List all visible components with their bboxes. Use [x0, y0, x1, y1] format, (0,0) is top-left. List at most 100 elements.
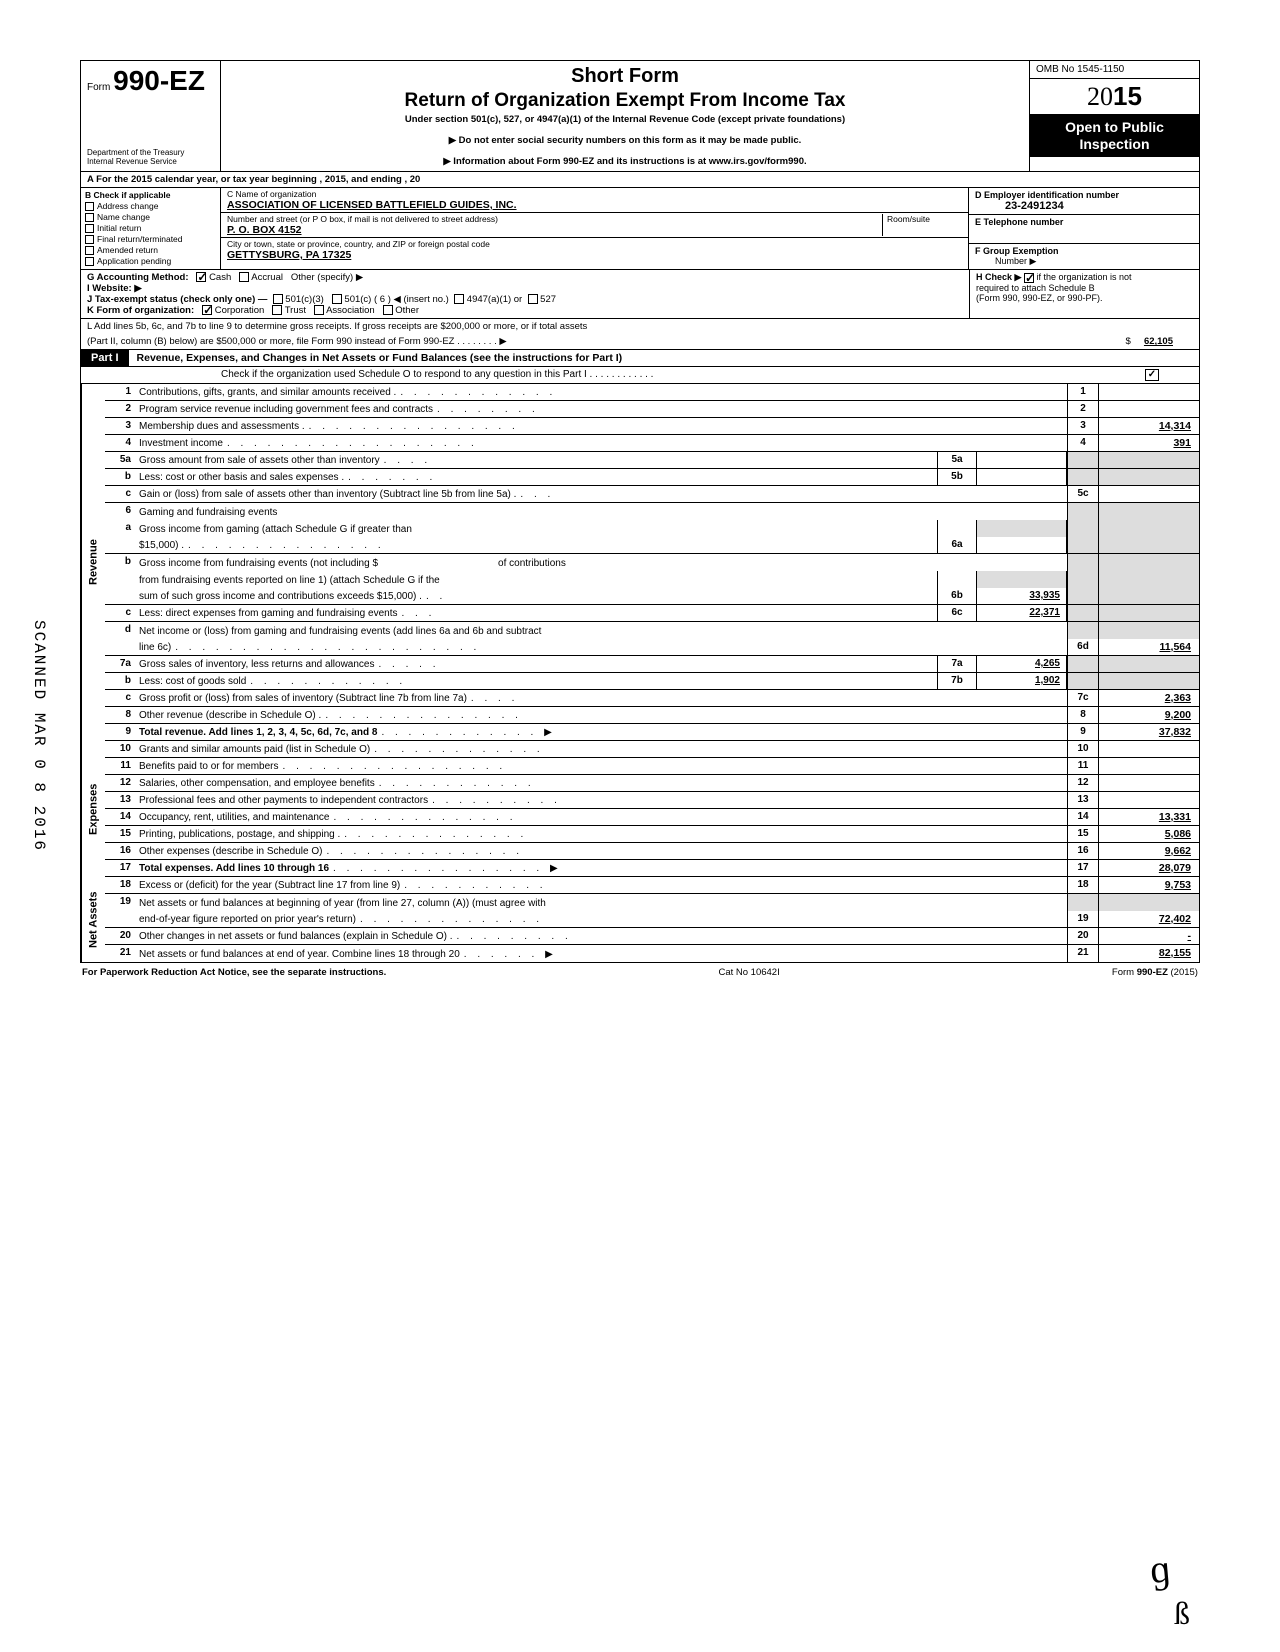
- chk-cash[interactable]: [196, 272, 206, 282]
- row-l-text2: (Part II, column (B) below) are $500,000…: [87, 336, 507, 347]
- net-assets-section: Net Assets 18Excess or (deficit) for the…: [81, 877, 1199, 962]
- h-text2: required to attach Schedule B: [976, 283, 1095, 293]
- lbl-corp: Corporation: [215, 305, 265, 316]
- f-number: Number ▶: [975, 256, 1036, 266]
- line6c-text: Less: direct expenses from gaming and fu…: [139, 608, 397, 619]
- line15-value: 5,086: [1099, 826, 1199, 842]
- h-text1: if the organization is not: [1036, 272, 1131, 282]
- line6b-text2: from fundraising events reported on line…: [139, 575, 440, 586]
- line18-value: 9,753: [1099, 877, 1199, 893]
- chk-4947[interactable]: [454, 294, 464, 304]
- lbl-final-return: Final return/terminated: [97, 234, 183, 244]
- lbl-assoc: Association: [326, 305, 375, 316]
- part1-header: Part I Revenue, Expenses, and Changes in…: [81, 350, 1199, 367]
- line12-text: Salaries, other compensation, and employ…: [139, 778, 375, 789]
- chk-final-return[interactable]: [85, 235, 94, 244]
- footer-paperwork: For Paperwork Reduction Act Notice, see …: [82, 967, 386, 978]
- lbl-cash: Cash: [209, 272, 231, 283]
- chk-other-org[interactable]: [383, 305, 393, 315]
- k-label: K Form of organization:: [87, 305, 194, 316]
- i-website: I Website: ▶: [87, 283, 142, 294]
- chk-assoc[interactable]: [314, 305, 324, 315]
- line20-value: -: [1099, 928, 1199, 944]
- line7a-text: Gross sales of inventory, less returns a…: [139, 659, 374, 670]
- chk-amended-return[interactable]: [85, 246, 94, 255]
- line6a-text2: $15,000) .: [139, 540, 184, 551]
- line7c-text: Gross profit or (loss) from sales of inv…: [139, 693, 467, 704]
- line6d-value: 11,564: [1099, 639, 1199, 655]
- line16-value: 9,662: [1099, 843, 1199, 859]
- lbl-initial-return: Initial return: [97, 223, 141, 233]
- c-city-label: City or town, state or province, country…: [227, 239, 962, 249]
- f-label: F Group Exemption: [975, 246, 1059, 256]
- b-title: B Check if applicable: [85, 190, 216, 200]
- line5b-text: Less: cost or other basis and sales expe…: [139, 472, 344, 483]
- form-prefix: Form: [87, 82, 110, 93]
- chk-application-pending[interactable]: [85, 257, 94, 266]
- line20-text: Other changes in net assets or fund bala…: [139, 931, 453, 942]
- line3-text: Membership dues and assessments .: [139, 421, 305, 432]
- chk-corp[interactable]: [202, 305, 212, 315]
- lbl-527: 527: [540, 294, 556, 305]
- row-l-text1: L Add lines 5b, 6c, and 7b to line 9 to …: [81, 319, 1199, 334]
- handwritten-mark: ɡ: [1148, 1544, 1172, 1593]
- part1-title: Revenue, Expenses, and Changes in Net As…: [129, 350, 1199, 366]
- line21-text: Net assets or fund balances at end of ye…: [139, 949, 460, 960]
- line6d-text1: Net income or (loss) from gaming and fun…: [139, 626, 541, 637]
- line6a-text1: Gross income from gaming (attach Schedul…: [139, 524, 412, 535]
- year-bold: 15: [1113, 81, 1142, 111]
- line6b-text3: sum of such gross income and contributio…: [139, 591, 422, 602]
- chk-trust[interactable]: [272, 305, 282, 315]
- d-label: D Employer identification number: [975, 190, 1193, 200]
- line19-text2: end-of-year figure reported on prior yea…: [139, 914, 356, 925]
- c-name-label: C Name of organization: [227, 189, 962, 199]
- header-right: OMB No 1545-1150 2015 Open to Public Ins…: [1029, 61, 1199, 171]
- handwritten-mark-2: ß: [1174, 1595, 1190, 1632]
- line7b-value: 1,902: [977, 673, 1067, 689]
- chk-527[interactable]: [528, 294, 538, 304]
- part1-subtitle: Check if the organization used Schedule …: [81, 367, 1199, 384]
- row-l-amount: 62,105: [1144, 336, 1193, 347]
- chk-501c[interactable]: [332, 294, 342, 304]
- line6c-value: 22,371: [977, 605, 1067, 621]
- column-b: B Check if applicable Address change Nam…: [81, 188, 221, 269]
- chk-accrual[interactable]: [239, 272, 249, 282]
- line4-text: Investment income: [139, 438, 223, 449]
- line6-text: Gaming and fundraising events: [139, 507, 277, 518]
- side-revenue: Revenue: [81, 384, 105, 741]
- lbl-address-change: Address change: [97, 201, 158, 211]
- line17-value: 28,079: [1099, 860, 1199, 876]
- line7b-text: Less: cost of goods sold: [139, 676, 246, 687]
- chk-schedule-b[interactable]: [1024, 273, 1034, 283]
- header-mid: Short Form Return of Organization Exempt…: [221, 61, 1029, 171]
- footer-form: Form 990-EZ (2015): [1112, 967, 1198, 978]
- chk-address-change[interactable]: [85, 202, 94, 211]
- chk-initial-return[interactable]: [85, 224, 94, 233]
- column-d-e-f: D Employer identification number 23-2491…: [969, 188, 1199, 269]
- line6b-text1b: of contributions: [498, 558, 566, 569]
- revenue-section: Revenue 1Contributions, gifts, grants, a…: [81, 384, 1199, 741]
- line14-value: 13,331: [1099, 809, 1199, 825]
- part1-checkbox[interactable]: ✓: [1145, 369, 1159, 381]
- row-l: (Part II, column (B) below) are $500,000…: [81, 334, 1199, 350]
- lbl-4947: 4947(a)(1) or: [467, 294, 522, 305]
- scanned-stamp: SCANNED MAR 0 8 2016: [30, 620, 48, 852]
- footer-catno: Cat No 10642I: [718, 967, 779, 978]
- side-net-assets: Net Assets: [81, 877, 105, 962]
- line19-value: 72,402: [1099, 911, 1199, 927]
- omb-number: OMB No 1545-1150: [1030, 61, 1199, 79]
- chk-name-change[interactable]: [85, 213, 94, 222]
- line19-text1: Net assets or fund balances at beginning…: [139, 898, 546, 909]
- lbl-application-pending: Application pending: [97, 256, 171, 266]
- part1-sub-text: Check if the organization used Schedule …: [221, 369, 653, 381]
- part1-tab: Part I: [81, 350, 129, 366]
- line9-text: Total revenue. Add lines 1, 2, 3, 4, 5c,…: [139, 727, 377, 738]
- lbl-other-specify: Other (specify) ▶: [291, 272, 363, 283]
- c-name-value: ASSOCIATION OF LICENSED BATTLEFIELD GUID…: [227, 199, 962, 211]
- c-street-label: Number and street (or P O box, if mail i…: [227, 214, 882, 224]
- line5c-text: Gain or (loss) from sale of assets other…: [139, 489, 516, 500]
- line7a-value: 4,265: [977, 656, 1067, 672]
- line9-value: 37,832: [1099, 724, 1199, 740]
- line1-text: Contributions, gifts, grants, and simila…: [139, 387, 396, 398]
- chk-501c3[interactable]: [273, 294, 283, 304]
